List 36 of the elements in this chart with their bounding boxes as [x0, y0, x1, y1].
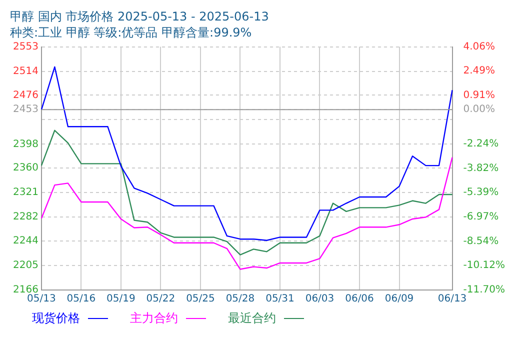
x-tick-label: 06/09 — [384, 294, 414, 305]
y-tick-label: 2360 — [12, 162, 38, 174]
x-tick-label: 05/25 — [186, 294, 215, 305]
legend-label: 最近合约 — [228, 310, 276, 327]
y2-tick-label: -2.24% — [463, 138, 499, 150]
y2-tick-label: 0.00% — [463, 104, 496, 116]
y-tick-label: 2244 — [12, 236, 38, 247]
y-tick-label: 2205 — [12, 260, 38, 272]
chart-title: 甲醇 国内 市场价格 2025-05-13 - 2025-06-13 — [10, 9, 269, 24]
y2-tick-label: 4.06% — [463, 41, 496, 52]
y2-tick-label: 0.91% — [463, 90, 496, 102]
y-tick-label: 2398 — [12, 138, 38, 150]
x-tick-label: 05/13 — [27, 294, 56, 305]
y-tick-label: 2321 — [12, 187, 38, 198]
y-tick-label: 2514 — [12, 66, 38, 77]
x-tick-label: 05/31 — [266, 294, 294, 305]
x-tick-label: 06/06 — [345, 294, 374, 305]
y2-tick-label: -10.12% — [463, 260, 506, 272]
y-tick-label: 2553 — [12, 41, 38, 52]
legend-label: 现货价格 — [32, 310, 80, 327]
x-tick-label: 05/16 — [66, 294, 96, 305]
y2-tick-label: -3.82% — [463, 162, 499, 174]
y2-tick-label: -8.54% — [463, 236, 499, 247]
y2-tick-label: -6.97% — [463, 212, 499, 223]
legend-label: 主力合约 — [130, 310, 178, 327]
x-tick-label: 06/03 — [305, 294, 334, 305]
x-tick-label: 05/19 — [106, 294, 136, 305]
y2-tick-label: 2.49% — [463, 66, 496, 77]
x-tick-label: 05/28 — [226, 294, 255, 305]
y-tick-label: 2453 — [12, 104, 38, 116]
y-tick-label: 2476 — [12, 90, 38, 101]
x-tick-label: 05/22 — [146, 294, 176, 305]
y-tick-label: 2282 — [12, 212, 38, 223]
y2-tick-label: -5.39% — [463, 187, 499, 198]
x-tick-label: 06/13 — [438, 294, 467, 305]
chart-subtitle: 种类:工业 甲醇 等级:优等品 甲醇含量:99.9% — [10, 26, 252, 40]
